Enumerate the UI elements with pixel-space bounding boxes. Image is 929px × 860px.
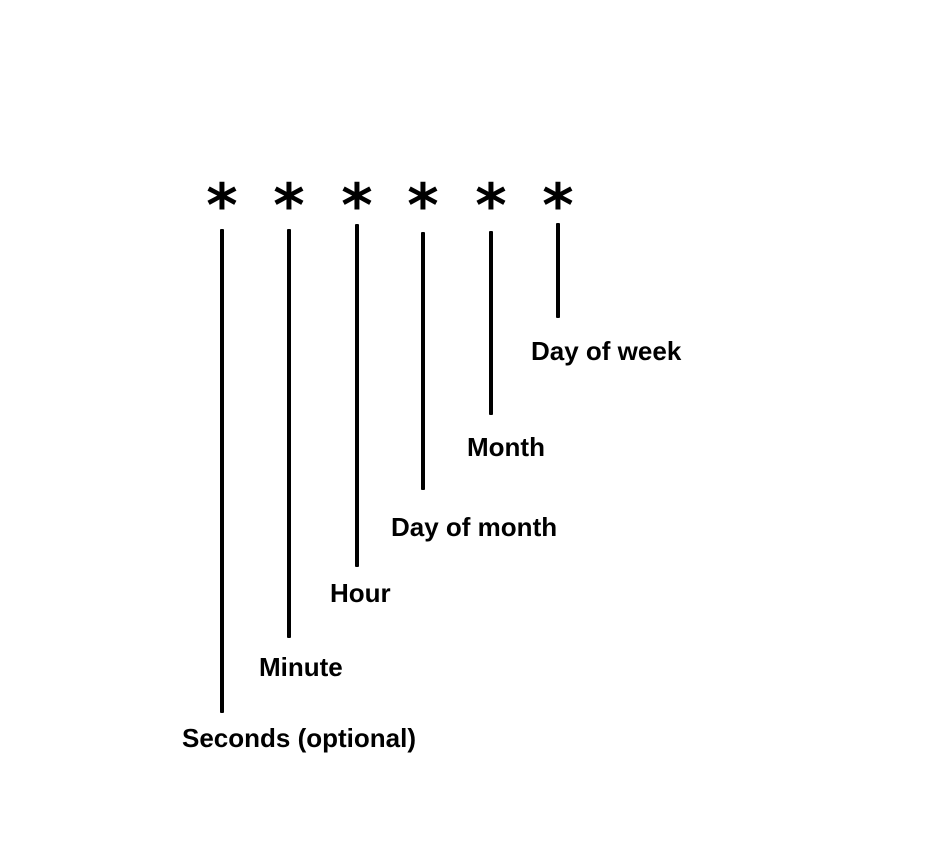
hour-connector-line bbox=[355, 224, 359, 567]
minute-connector-line bbox=[287, 229, 291, 638]
day-of-week-label: Day of week bbox=[531, 336, 682, 366]
minute-asterisk: * bbox=[273, 171, 305, 241]
month-asterisk: * bbox=[475, 171, 507, 241]
seconds-label: Seconds (optional) bbox=[182, 723, 416, 753]
month-label: Month bbox=[467, 432, 545, 462]
hour-label: Hour bbox=[330, 578, 391, 608]
month-connector-line bbox=[489, 231, 493, 415]
day-of-month-label: Day of month bbox=[391, 512, 558, 542]
seconds-connector-line bbox=[220, 229, 224, 713]
seconds-asterisk: * bbox=[206, 171, 238, 241]
day-of-week-connector-line bbox=[556, 223, 560, 318]
day-of-month-asterisk: * bbox=[407, 171, 439, 241]
minute-label: Minute bbox=[259, 652, 343, 682]
day-of-month-connector-line bbox=[421, 232, 425, 490]
